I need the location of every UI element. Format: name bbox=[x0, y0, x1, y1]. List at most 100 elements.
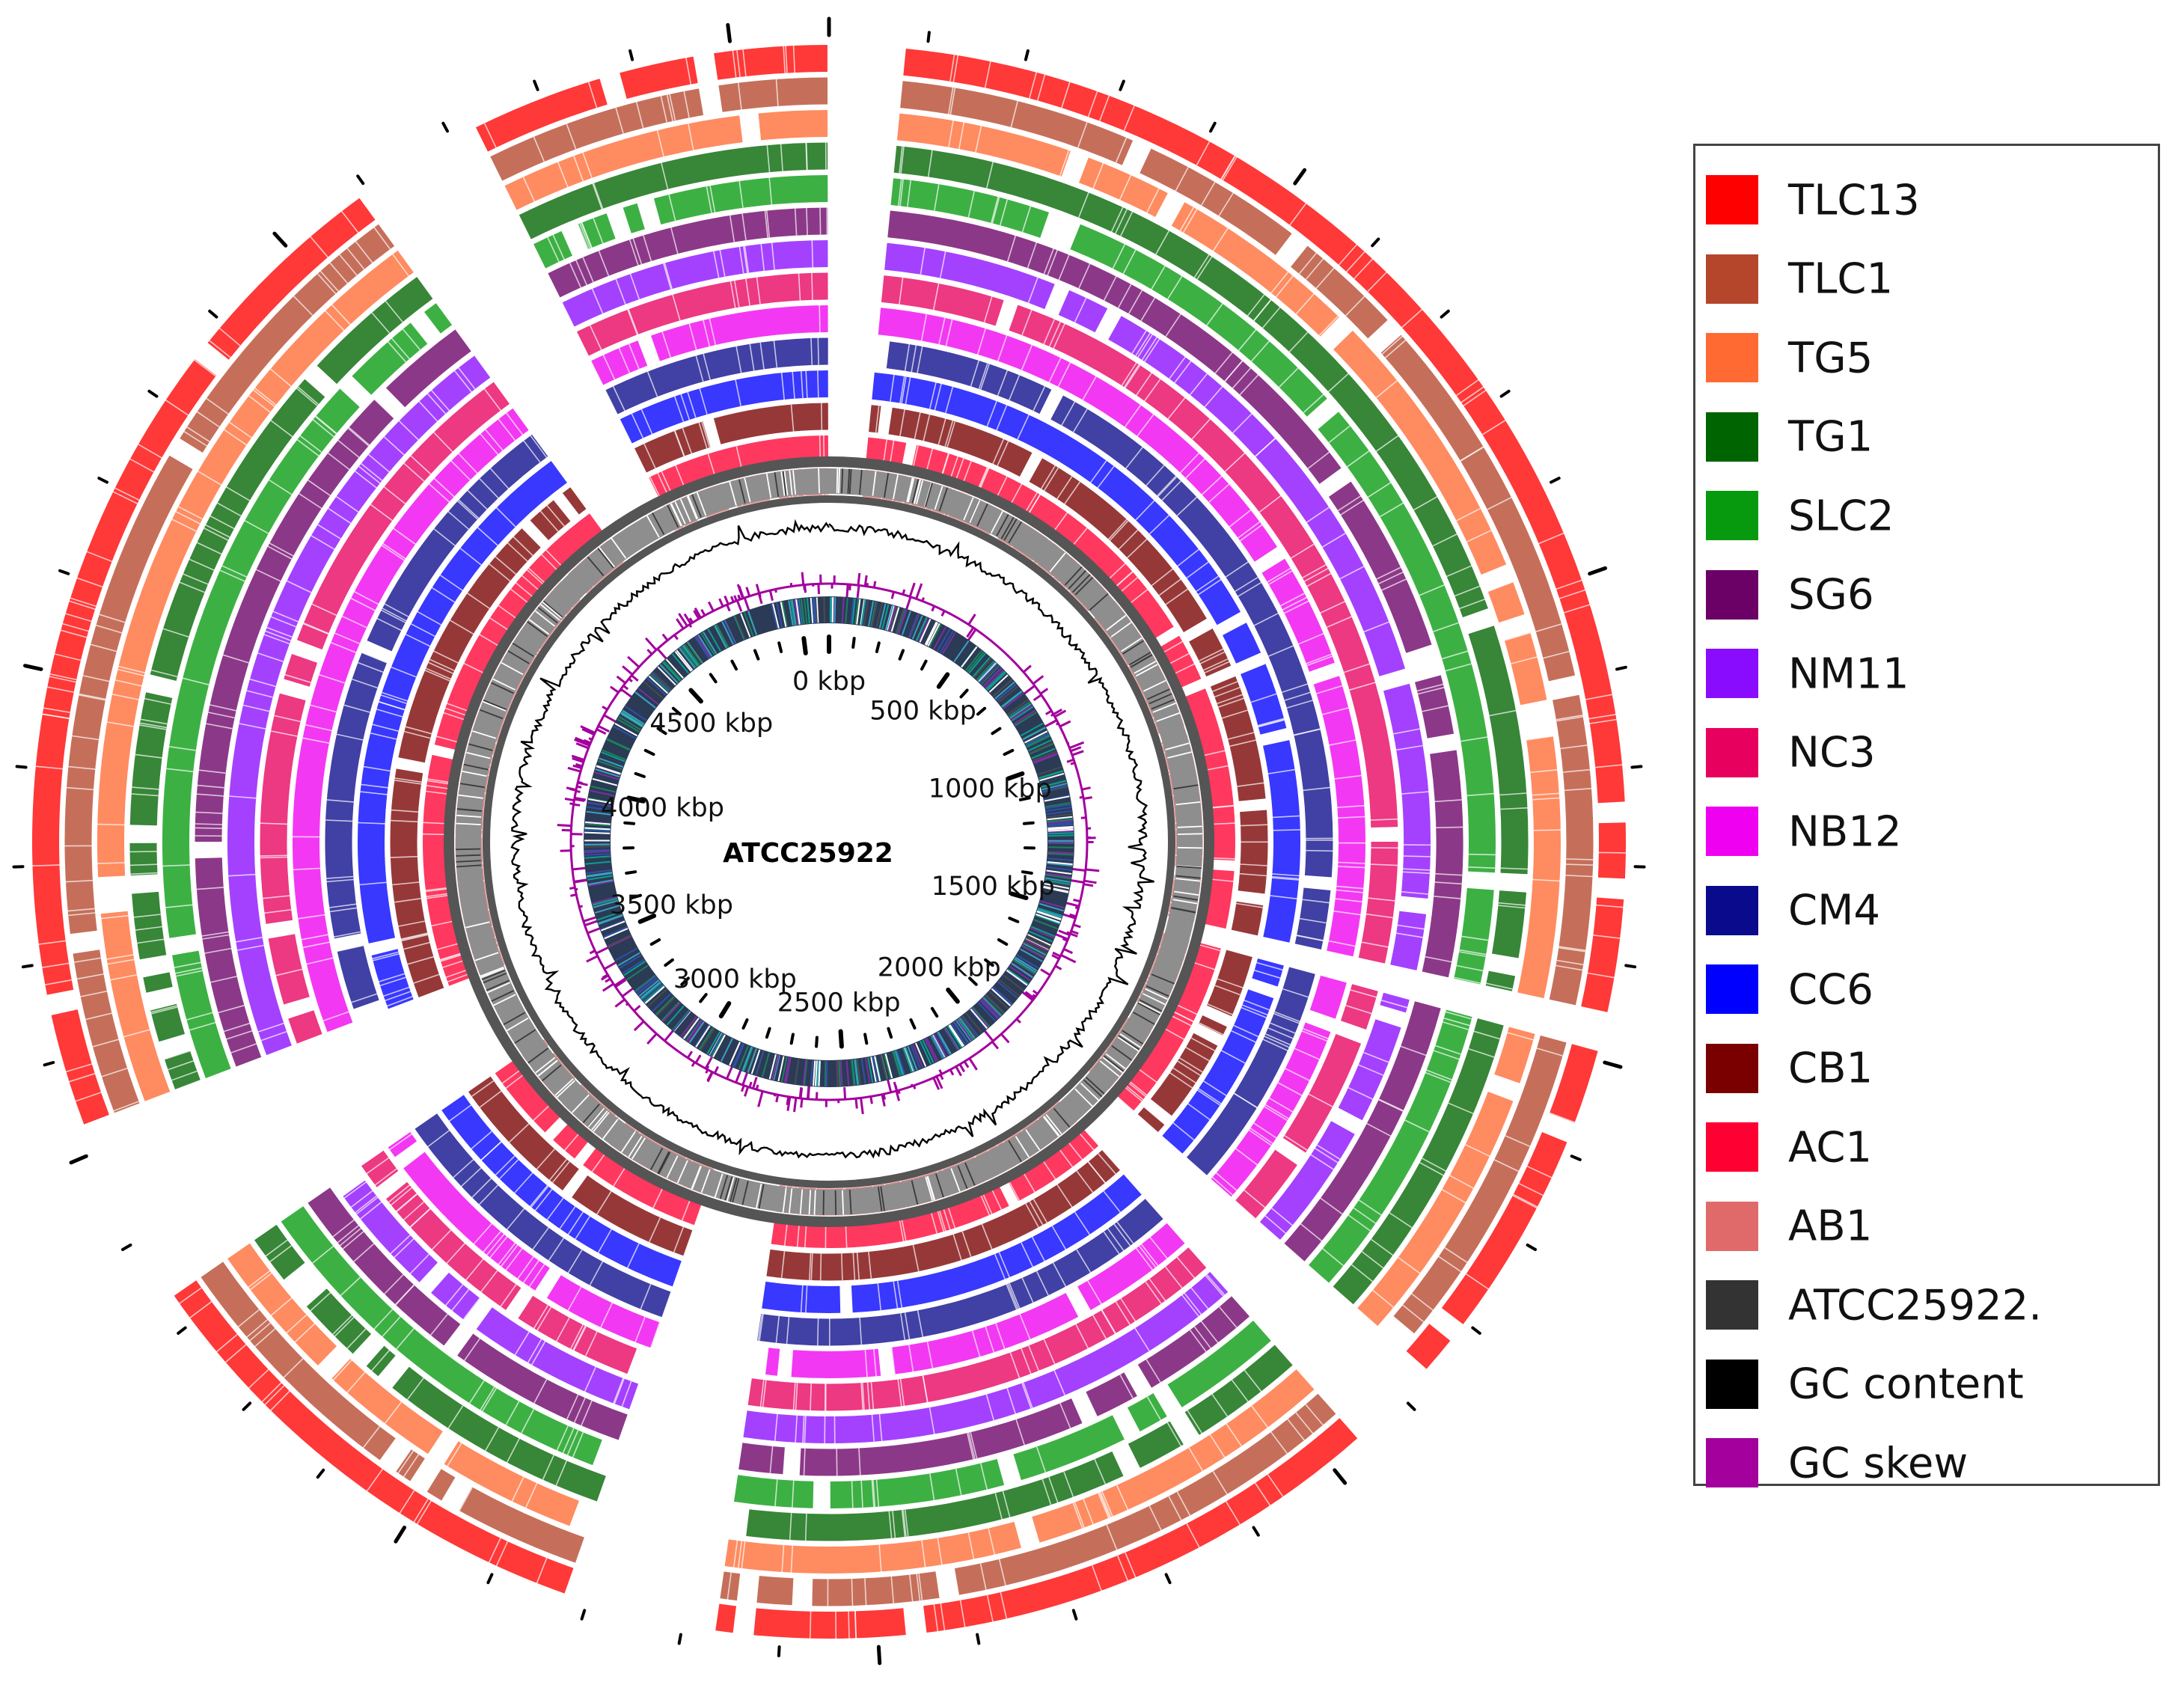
ring-streak bbox=[400, 1092, 424, 1108]
ring-segment bbox=[1380, 992, 1410, 1013]
gc-skew-bar bbox=[921, 597, 926, 602]
ring-segment bbox=[504, 115, 743, 210]
ring-streak bbox=[340, 1276, 361, 1297]
ring-streak bbox=[406, 1039, 432, 1053]
scale-tick bbox=[664, 958, 674, 967]
ring-streak bbox=[579, 223, 591, 249]
ring-streak bbox=[850, 273, 853, 301]
ring-streak bbox=[1270, 271, 1289, 294]
gc-skew-bar bbox=[991, 1041, 1000, 1050]
ring-streak bbox=[1127, 539, 1148, 558]
scale-tick bbox=[1006, 771, 1025, 781]
inner-feature-mark bbox=[1033, 753, 1058, 765]
ring-streak bbox=[979, 1563, 987, 1590]
ring-streak bbox=[1268, 570, 1293, 585]
legend-swatch bbox=[1706, 569, 1758, 620]
ring-streak bbox=[1511, 1015, 1538, 1024]
ring-streak bbox=[366, 1157, 389, 1175]
ring-streak bbox=[1009, 375, 1021, 401]
ring-streak bbox=[189, 1301, 212, 1318]
ring-streak bbox=[836, 403, 839, 430]
ring-streak bbox=[890, 1347, 896, 1374]
ring-streak bbox=[229, 795, 257, 799]
inner-feature-mark bbox=[1009, 965, 1031, 982]
ring-streak bbox=[396, 1327, 415, 1350]
inner-feature-mark bbox=[1026, 735, 1050, 748]
ring-streak bbox=[688, 123, 694, 150]
ring-streak bbox=[486, 1233, 505, 1256]
ring-streak bbox=[1198, 579, 1222, 596]
ring-streak bbox=[1350, 989, 1377, 998]
ring-streak bbox=[107, 958, 135, 965]
ring-streak bbox=[709, 186, 716, 212]
ring-streak bbox=[1214, 687, 1241, 698]
inner-feature-mark bbox=[662, 1002, 681, 1022]
reference-streak bbox=[1049, 552, 1066, 572]
ring-streak bbox=[1403, 868, 1431, 871]
ring-streak bbox=[893, 1281, 899, 1309]
ring-streak bbox=[774, 1413, 778, 1441]
ring-streak bbox=[224, 1344, 247, 1363]
ring-streak bbox=[1300, 917, 1327, 924]
ring-streak bbox=[431, 1433, 447, 1457]
ring-streak bbox=[1267, 768, 1295, 774]
ring-streak bbox=[174, 961, 201, 968]
inner-feature-mark bbox=[1010, 705, 1033, 721]
ring-streak bbox=[383, 486, 406, 504]
ring-streak bbox=[171, 519, 197, 532]
ring-streak bbox=[766, 145, 771, 173]
reference-streak bbox=[537, 1059, 558, 1077]
reference-streak bbox=[847, 468, 851, 494]
ring-streak bbox=[1017, 415, 1030, 440]
ring-streak bbox=[1056, 1184, 1073, 1208]
gc-skew-bar bbox=[724, 595, 729, 605]
scale-tick-label: 1000 kbp bbox=[929, 774, 1052, 804]
ring-segment bbox=[1309, 1009, 1472, 1283]
gc-skew-bar bbox=[854, 1098, 858, 1109]
ring-segment bbox=[1259, 1121, 1355, 1240]
ring-streak bbox=[839, 207, 842, 235]
reference-streak bbox=[483, 973, 507, 984]
ring-streak bbox=[819, 207, 822, 235]
reference-streak bbox=[696, 492, 707, 516]
inner-feature-mark bbox=[916, 617, 928, 641]
ring-streak bbox=[336, 733, 364, 741]
ring-streak bbox=[1596, 904, 1624, 908]
ring-streak bbox=[741, 213, 747, 241]
ring-streak bbox=[1358, 1064, 1384, 1076]
ring-streak bbox=[1241, 1006, 1267, 1018]
ring-streak bbox=[382, 691, 408, 702]
ring-streak bbox=[454, 370, 472, 393]
inner-feature-mark bbox=[924, 1038, 937, 1062]
ring-streak bbox=[169, 935, 197, 941]
ring-streak bbox=[364, 643, 391, 656]
reference-streak bbox=[1175, 801, 1201, 806]
inner-feature-mark bbox=[688, 1021, 705, 1044]
ring-streak bbox=[382, 180, 400, 204]
ring-streak bbox=[688, 323, 697, 350]
ring-streak bbox=[1320, 601, 1345, 614]
inner-feature-mark bbox=[671, 653, 690, 674]
inner-feature-mark bbox=[1011, 706, 1034, 722]
ring-streak bbox=[655, 1526, 663, 1553]
ring-streak bbox=[101, 915, 129, 920]
reference-streak bbox=[792, 470, 797, 495]
ring-segment bbox=[623, 203, 645, 233]
ring-streak bbox=[360, 1201, 382, 1220]
reference-streak bbox=[1135, 664, 1158, 677]
ring-streak bbox=[458, 367, 476, 390]
inner-feature-mark bbox=[955, 1020, 972, 1042]
ring-streak bbox=[433, 477, 455, 498]
legend-item: TLC13 bbox=[1695, 161, 2158, 239]
ring-streak bbox=[945, 386, 954, 414]
ring-streak bbox=[188, 1181, 212, 1196]
inner-feature-mark bbox=[584, 845, 611, 848]
ring-streak bbox=[836, 370, 839, 398]
ring-streak bbox=[1500, 807, 1528, 810]
ring-streak bbox=[994, 1253, 1006, 1279]
ring-streak bbox=[1466, 792, 1494, 797]
ring-streak bbox=[981, 1223, 993, 1250]
ring-streak bbox=[264, 1385, 285, 1405]
inner-feature-mark bbox=[596, 911, 622, 921]
ring-streak bbox=[734, 280, 740, 308]
